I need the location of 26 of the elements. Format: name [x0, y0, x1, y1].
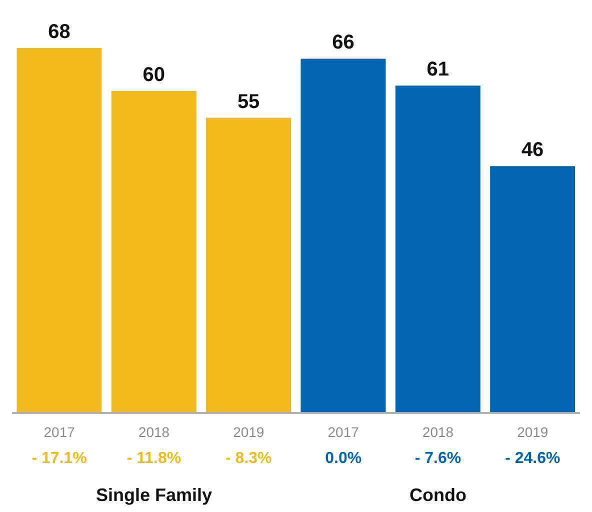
text: - 8.3% — [226, 450, 272, 467]
text: - 7.6% — [414, 450, 462, 467]
x-tick-label: 2019 — [233, 424, 264, 440]
data-label: 61 — [426, 58, 450, 81]
text: 0.0% — [325, 450, 362, 467]
data-label: 46 — [521, 139, 544, 162]
bar — [300, 58, 386, 413]
text: - 17.1% — [32, 450, 87, 467]
bar — [111, 90, 196, 413]
x-tick-label: 2018 — [422, 424, 454, 440]
bar — [16, 48, 102, 413]
x-tick-label: 2018 — [138, 424, 170, 440]
bar — [490, 166, 576, 413]
data-label: 66 — [332, 32, 354, 54]
x-tick-label: 2017 — [328, 424, 360, 440]
text: Single Family — [96, 485, 212, 505]
data-label: 68 — [48, 21, 70, 43]
data-label: 60 — [142, 64, 166, 86]
bar — [395, 86, 480, 413]
text: - 24.6% — [505, 450, 560, 467]
data-label: 55 — [237, 90, 260, 113]
x-tick-label: 2017 — [44, 424, 76, 440]
bar — [206, 118, 292, 413]
text: - 11.8% — [126, 450, 182, 467]
x-tick-label: 2019 — [517, 424, 548, 440]
text: Condo — [410, 485, 466, 505]
